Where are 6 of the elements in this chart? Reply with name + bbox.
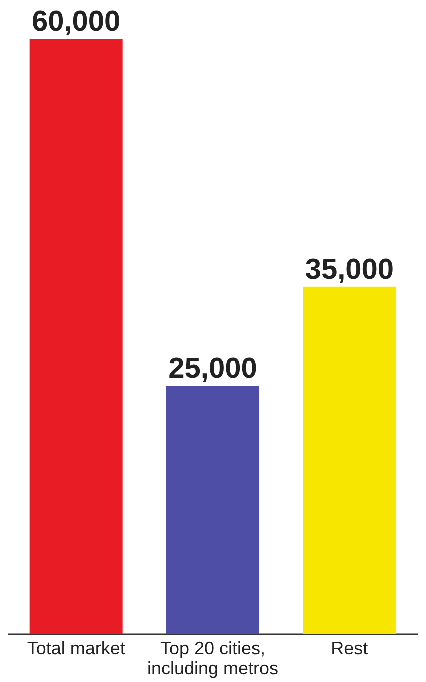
x-tick-label: Top 20 cities, including metros <box>147 638 279 678</box>
x-tick-label: Rest <box>331 638 368 658</box>
x-tick-label: Total market <box>27 638 126 658</box>
data-label: 60,000 <box>32 6 121 38</box>
data-label: 25,000 <box>168 353 258 386</box>
data-label: 35,000 <box>305 254 394 286</box>
